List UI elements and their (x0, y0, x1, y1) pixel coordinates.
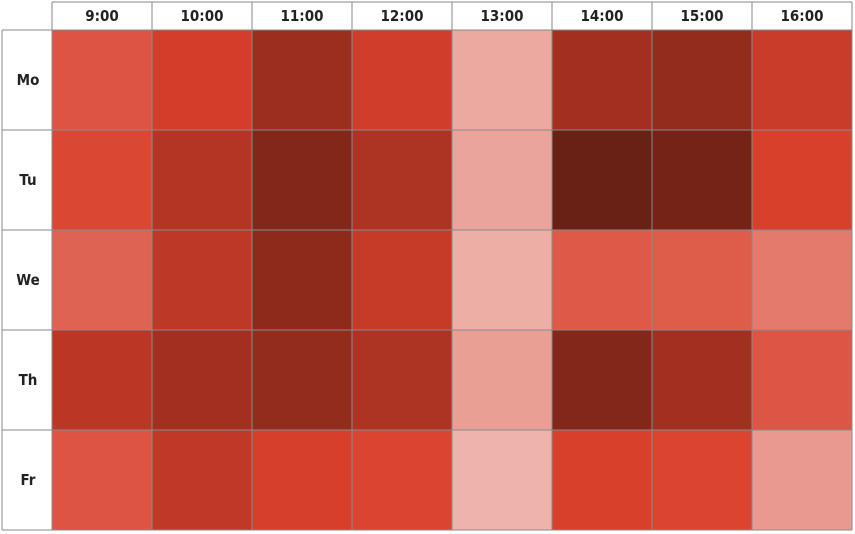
heatmap-cell-fr-2 (252, 430, 352, 530)
x-tick-label: 15:00 (681, 7, 724, 25)
x-tick-label: 13:00 (481, 7, 524, 25)
heatmap-cell-tu-2 (252, 130, 352, 230)
heatmap-cell-we-1 (152, 230, 252, 330)
heatmap-cell-we-2 (252, 230, 352, 330)
heatmap-cell-we-0 (52, 230, 152, 330)
x-tick-label: 10:00 (181, 7, 224, 25)
heatmap-cell-th-5 (552, 330, 652, 430)
heatmap-cell-mo-1 (152, 30, 252, 130)
heatmap-cell-fr-5 (552, 430, 652, 530)
heatmap-cell-mo-2 (252, 30, 352, 130)
heatmap-cell-mo-3 (352, 30, 452, 130)
heatmap-cell-we-4 (452, 230, 552, 330)
heatmap-cell-mo-0 (52, 30, 152, 130)
heatmap-cell-tu-5 (552, 130, 652, 230)
x-tick-label: 16:00 (781, 7, 824, 25)
y-tick-label: Tu (19, 171, 36, 189)
x-tick-label: 12:00 (381, 7, 424, 25)
heatmap-cell-fr-0 (52, 430, 152, 530)
heatmap-cell-fr-6 (652, 430, 752, 530)
y-tick-label: Th (19, 371, 38, 389)
heatmap-cell-th-2 (252, 330, 352, 430)
heatmap-cell-we-6 (652, 230, 752, 330)
x-tick-label: 14:00 (581, 7, 624, 25)
heatmap-cell-th-7 (752, 330, 852, 430)
heatmap-cell-we-3 (352, 230, 452, 330)
y-tick-label: Mo (17, 71, 40, 89)
heatmap-cell-we-7 (752, 230, 852, 330)
y-tick-label: We (16, 271, 40, 289)
heatmap-cell-th-3 (352, 330, 452, 430)
heatmap-cell-th-4 (452, 330, 552, 430)
x-tick-label: 9:00 (85, 7, 119, 25)
y-tick-label: Fr (21, 471, 36, 489)
x-tick-label: 11:00 (281, 7, 324, 25)
heatmap-cell-fr-1 (152, 430, 252, 530)
heatmap-cell-mo-4 (452, 30, 552, 130)
heatmap-cell-tu-4 (452, 130, 552, 230)
heatmap-cell-mo-6 (652, 30, 752, 130)
heatmap-cell-tu-7 (752, 130, 852, 230)
heatmap-cell-fr-4 (452, 430, 552, 530)
heatmap-cell-tu-6 (652, 130, 752, 230)
heatmap-cell-tu-1 (152, 130, 252, 230)
heatmap-cell-th-1 (152, 330, 252, 430)
heatmap-cell-fr-3 (352, 430, 452, 530)
heatmap-cell-mo-7 (752, 30, 852, 130)
heatmap-cell-tu-3 (352, 130, 452, 230)
heatmap-cell-we-5 (552, 230, 652, 330)
heatmap-cell-th-0 (52, 330, 152, 430)
heatmap-cell-th-6 (652, 330, 752, 430)
heatmap-cell-mo-5 (552, 30, 652, 130)
heatmap-cell-fr-7 (752, 430, 852, 530)
heatmap-cell-tu-0 (52, 130, 152, 230)
